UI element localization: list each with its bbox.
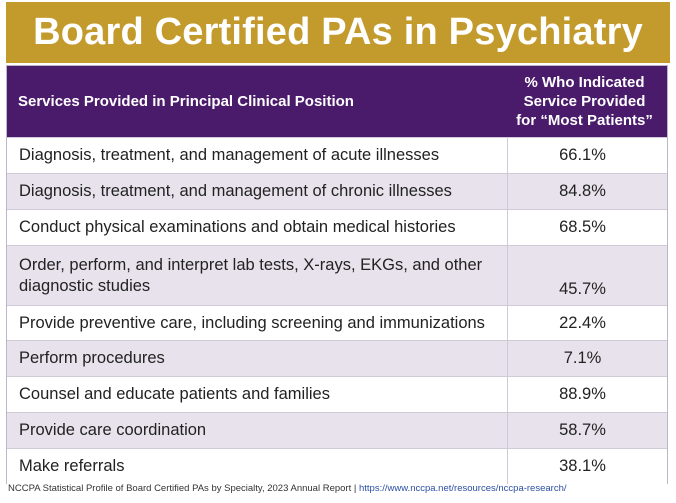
header-percent: % Who Indicated Service Provided for “Mo… [508,66,667,137]
percent-cell: 84.8% [559,182,606,200]
percent-cell: 38.1% [559,457,606,475]
service-cell: Make referrals [7,449,508,484]
percent-cell: 58.7% [559,421,606,439]
table-header: Services Provided in Principal Clinical … [7,66,667,137]
header-percent-line: Service Provided [523,93,646,110]
header-service: Services Provided in Principal Clinical … [18,93,354,110]
percent-cell: 7.1% [563,349,602,367]
table-row: Make referrals 38.1% [7,448,667,484]
title-banner: Board Certified PAs in Psychiatry [6,2,670,63]
table-row: Perform procedures 7.1% [7,340,667,376]
header-percent-line: for “Most Patients” [516,112,653,129]
source-link[interactable]: https://www.nccpa.net/resources/nccpa-re… [358,483,567,494]
service-cell: Diagnosis, treatment, and management of … [7,174,508,209]
table-row: Provide preventive care, including scree… [7,305,667,340]
service-cell: Perform procedures [7,341,508,376]
service-cell: Provide preventive care, including scree… [7,306,508,340]
table-row: Diagnosis, treatment, and management of … [7,137,667,173]
table-row: Counsel and educate patients and familie… [7,376,667,412]
table-row: Diagnosis, treatment, and management of … [7,173,667,209]
service-cell: Counsel and educate patients and familie… [7,377,508,412]
percent-cell: 66.1% [559,146,606,164]
percent-cell: 68.5% [559,218,606,236]
table-row: Conduct physical examinations and obtain… [7,209,667,245]
header-percent-line: % Who Indicated [524,74,645,91]
percent-cell: 45.7% [559,280,606,298]
service-cell: Order, perform, and interpret lab tests,… [7,246,508,305]
source-footer: NCCPA Statistical Profile of Board Certi… [8,483,672,494]
services-table: Services Provided in Principal Clinical … [6,65,668,484]
service-cell: Provide care coordination [7,413,508,448]
table-row: Order, perform, and interpret lab tests,… [7,245,667,305]
table-row: Provide care coordination 58.7% [7,412,667,448]
percent-cell: 88.9% [559,385,606,403]
service-cell: Conduct physical examinations and obtain… [7,210,508,245]
percent-cell: 22.4% [559,313,606,332]
page-title: Board Certified PAs in Psychiatry [33,11,643,53]
source-citation: NCCPA Statistical Profile of Board Certi… [8,483,359,494]
service-cell: Diagnosis, treatment, and management of … [7,138,508,173]
